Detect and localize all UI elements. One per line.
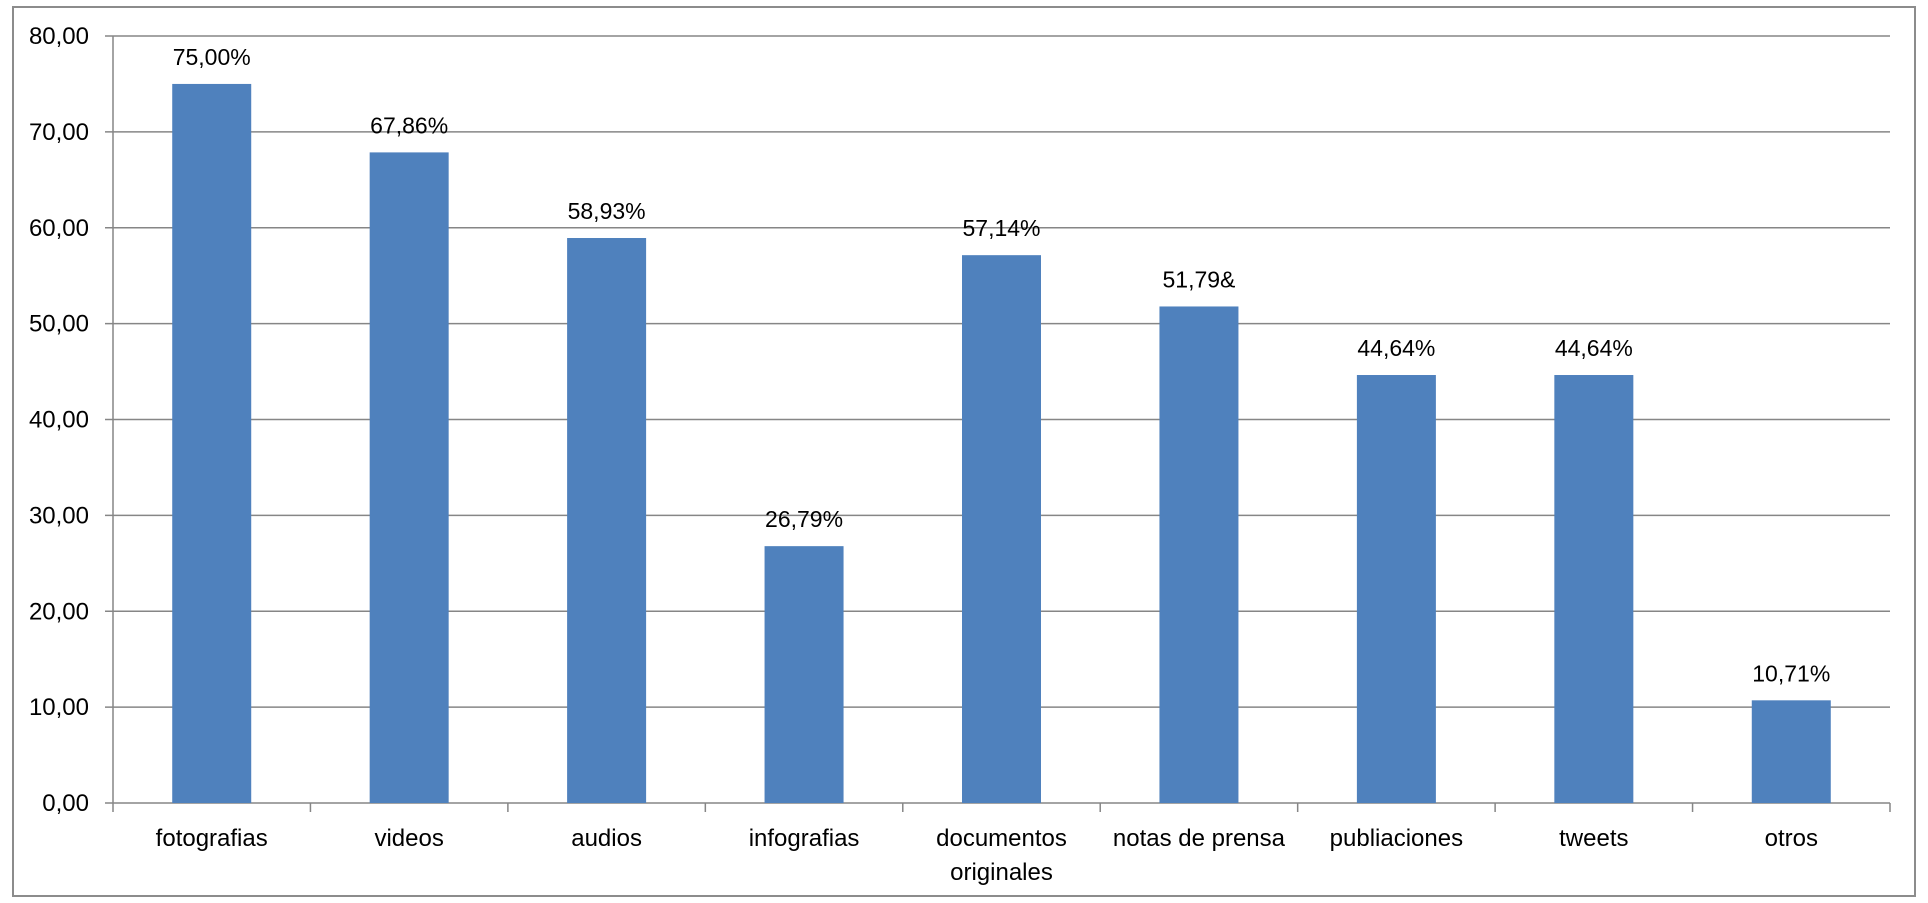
bar <box>764 546 844 803</box>
x-tick-label-line: originales <box>950 859 1053 886</box>
bars <box>172 83 1831 804</box>
bar <box>567 238 647 804</box>
data-label: 44,64% <box>1357 335 1435 361</box>
x-tick-label-line: audios <box>571 825 642 852</box>
x-tick-label: infografias <box>749 825 860 852</box>
x-tick-label: tweets <box>1559 825 1628 852</box>
bar <box>1554 375 1634 803</box>
x-tick-label-line: videos <box>374 825 443 852</box>
y-tick-label: 70,00 <box>29 119 89 146</box>
data-label: 67,86% <box>370 112 448 138</box>
y-tick-label: 60,00 <box>29 215 89 242</box>
bar <box>1159 306 1239 803</box>
x-tick-label: publiaciones <box>1330 825 1463 852</box>
data-label: 75,00% <box>173 44 251 70</box>
data-label: 57,14% <box>962 215 1040 241</box>
x-tick-label-line: fotografias <box>156 825 268 852</box>
y-tick-label: 20,00 <box>29 598 89 625</box>
y-tick-label: 50,00 <box>29 311 89 338</box>
data-label: 26,79% <box>765 506 843 532</box>
y-tick-label: 30,00 <box>29 502 89 529</box>
labels: 0,00 10,00 20,00 30,00 40,00 50,00 60,00 70,00 8… <box>29 23 1830 886</box>
data-label: 51,79& <box>1162 266 1235 292</box>
x-tick-label-line: otros <box>1765 825 1818 852</box>
data-label: 10,71% <box>1752 660 1830 686</box>
x-tick-label-line: notas de prensa <box>1113 825 1286 852</box>
x-tick-label-line: tweets <box>1559 825 1628 852</box>
x-tick-label: audios <box>571 825 642 852</box>
y-tick-label: 10,00 <box>29 694 89 721</box>
bar <box>1356 375 1436 803</box>
x-tick-label-line: infografias <box>749 825 860 852</box>
x-tick-label-line: publiaciones <box>1330 825 1463 852</box>
bar <box>172 83 252 803</box>
y-tick-label: 0,00 <box>42 790 89 817</box>
x-tick-label: fotografias <box>156 825 268 852</box>
bar <box>369 152 449 804</box>
data-label: 58,93% <box>568 198 646 224</box>
bar <box>962 255 1041 803</box>
x-tick-label: otros <box>1765 825 1818 852</box>
x-tick-label-line: documentos <box>936 825 1067 852</box>
bar <box>1751 700 1831 803</box>
x-tick-label: videos <box>374 825 443 852</box>
x-tick-label: notas de prensa <box>1113 825 1286 852</box>
y-tick-label: 80,00 <box>29 23 89 50</box>
data-label: 44,64% <box>1555 335 1633 361</box>
y-tick-label: 40,00 <box>29 407 89 434</box>
x-tick-label: documentos originales <box>936 825 1067 886</box>
